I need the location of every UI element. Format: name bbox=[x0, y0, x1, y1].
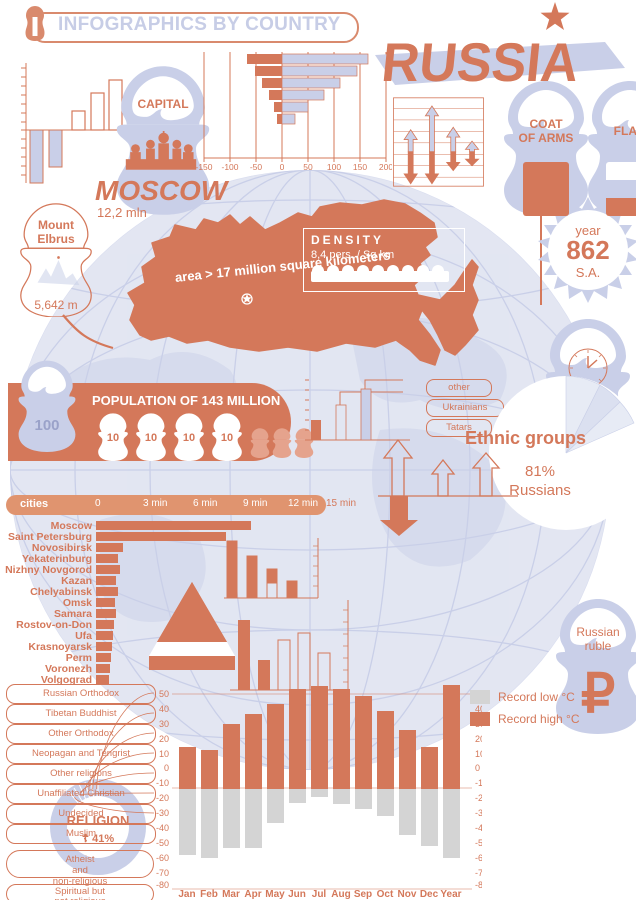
svg-text:-10: -10 bbox=[475, 778, 482, 788]
svg-text:Mar: Mar bbox=[222, 889, 240, 899]
svg-text:50: 50 bbox=[159, 689, 169, 699]
svg-text:-70: -70 bbox=[475, 868, 482, 878]
svg-text:-50: -50 bbox=[475, 838, 482, 848]
svg-text:-40: -40 bbox=[475, 823, 482, 833]
svg-text:-50: -50 bbox=[250, 162, 263, 172]
svg-text:-50: -50 bbox=[156, 838, 169, 848]
svg-text:100: 100 bbox=[327, 162, 341, 172]
svg-text:-60: -60 bbox=[475, 853, 482, 863]
svg-text:-80: -80 bbox=[475, 880, 482, 890]
svg-text:50: 50 bbox=[303, 162, 313, 172]
svg-text:-20: -20 bbox=[475, 793, 482, 803]
svg-text:Jul: Jul bbox=[312, 889, 327, 899]
svg-text:Nov: Nov bbox=[398, 889, 417, 899]
svg-text:40: 40 bbox=[159, 704, 169, 714]
svg-text:Jun: Jun bbox=[288, 889, 306, 899]
svg-text:-40: -40 bbox=[156, 823, 169, 833]
svg-text:150: 150 bbox=[353, 162, 367, 172]
svg-text:Apr: Apr bbox=[244, 889, 261, 899]
svg-text:0: 0 bbox=[475, 763, 480, 773]
svg-text:May: May bbox=[265, 889, 285, 899]
svg-text:-100: -100 bbox=[221, 162, 238, 172]
svg-text:-10: -10 bbox=[156, 778, 169, 788]
svg-text:-150: -150 bbox=[196, 162, 213, 172]
svg-text:Jan: Jan bbox=[178, 889, 195, 899]
svg-text:Sep: Sep bbox=[354, 889, 372, 899]
svg-text:10: 10 bbox=[475, 749, 482, 759]
svg-text:-60: -60 bbox=[156, 853, 169, 863]
svg-text:-30: -30 bbox=[156, 808, 169, 818]
svg-text:0: 0 bbox=[164, 763, 169, 773]
svg-text:Year: Year bbox=[440, 889, 461, 899]
svg-text:Feb: Feb bbox=[200, 889, 218, 899]
svg-text:Aug: Aug bbox=[331, 889, 350, 899]
svg-text:20: 20 bbox=[475, 734, 482, 744]
svg-text:-70: -70 bbox=[156, 868, 169, 878]
svg-text:20: 20 bbox=[159, 734, 169, 744]
svg-text:30: 30 bbox=[159, 719, 169, 729]
svg-text:-80: -80 bbox=[156, 880, 169, 890]
svg-text:0: 0 bbox=[280, 162, 285, 172]
svg-text:-20: -20 bbox=[156, 793, 169, 803]
svg-text:10: 10 bbox=[159, 749, 169, 759]
svg-text:-30: -30 bbox=[475, 808, 482, 818]
svg-text:Oct: Oct bbox=[377, 889, 394, 899]
svg-text:Dec: Dec bbox=[420, 889, 439, 899]
